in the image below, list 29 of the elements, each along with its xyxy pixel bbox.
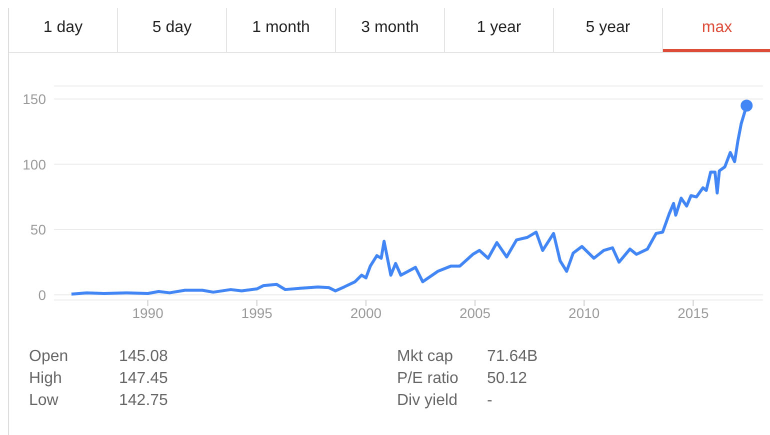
text: Open xyxy=(29,347,70,367)
y-tick-label: 150 xyxy=(22,91,46,108)
text: 147.45 xyxy=(119,369,168,389)
text: - xyxy=(487,391,492,411)
x-tick-label: 2015 xyxy=(678,304,709,321)
x-tick-label: 2000 xyxy=(350,304,382,321)
x-tick-label: 2010 xyxy=(568,304,600,321)
text: 1 month xyxy=(227,8,336,52)
text: 145.08 xyxy=(119,347,168,367)
x-tick-label: 2005 xyxy=(459,304,491,321)
x-tick-label: 1995 xyxy=(241,304,273,321)
y-tick-label: 100 xyxy=(22,156,46,172)
text: 3 month xyxy=(336,8,445,52)
text: High xyxy=(29,369,63,389)
text: 50.12 xyxy=(487,369,528,389)
text: P/E ratio xyxy=(397,369,460,389)
x-tick-label: 1990 xyxy=(132,304,164,321)
text: 1 day xyxy=(9,8,118,52)
text: 1 year xyxy=(445,8,554,52)
text: 142.75 xyxy=(119,391,168,411)
y-tick-label: 50 xyxy=(30,222,46,238)
text: Low xyxy=(29,391,60,411)
y-tick-label: 0 xyxy=(38,286,46,303)
text: Mkt cap xyxy=(397,347,454,367)
text: Div yield xyxy=(397,391,458,411)
text: max xyxy=(663,8,770,52)
text: 71.64B xyxy=(487,347,538,367)
text: 5 day xyxy=(118,8,227,52)
text: 5 year xyxy=(554,8,663,52)
